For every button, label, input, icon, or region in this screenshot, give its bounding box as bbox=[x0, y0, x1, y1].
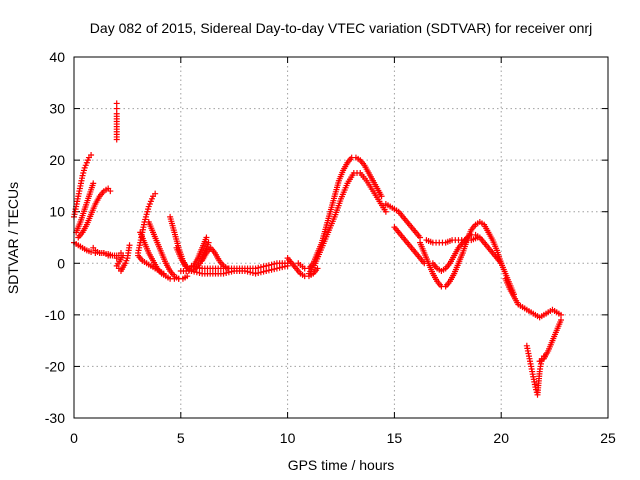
data-point bbox=[152, 190, 159, 197]
x-tick-label: 25 bbox=[600, 430, 616, 446]
data-point bbox=[113, 105, 120, 112]
grid-layer bbox=[74, 57, 608, 418]
data-point bbox=[271, 266, 278, 273]
data-point bbox=[113, 100, 120, 107]
x-tick-label: 0 bbox=[70, 430, 78, 446]
chart-title: Day 082 of 2015, Sidereal Day-to-day VTE… bbox=[90, 20, 592, 36]
x-tick-label: 15 bbox=[387, 430, 403, 446]
data-point bbox=[205, 239, 212, 246]
data-point bbox=[107, 188, 114, 195]
data-point bbox=[90, 180, 97, 187]
data-point bbox=[88, 151, 95, 158]
data-point bbox=[314, 265, 321, 272]
data-point bbox=[265, 262, 272, 269]
data-layer bbox=[71, 100, 565, 398]
data-point bbox=[260, 263, 267, 270]
data-point bbox=[88, 248, 95, 255]
data-point bbox=[113, 110, 120, 117]
data-point bbox=[417, 234, 424, 241]
data-point bbox=[193, 269, 200, 276]
data-point bbox=[220, 270, 227, 277]
y-tick-label: 20 bbox=[49, 152, 65, 168]
data-point bbox=[260, 268, 267, 275]
data-point bbox=[196, 264, 203, 271]
data-point bbox=[382, 208, 389, 215]
data-point bbox=[474, 234, 481, 241]
data-point bbox=[252, 265, 259, 272]
y-tick-label: 40 bbox=[49, 49, 65, 65]
data-point bbox=[265, 267, 272, 274]
data-point bbox=[268, 261, 275, 268]
data-point bbox=[263, 268, 270, 275]
data-point bbox=[224, 265, 231, 272]
data-point bbox=[378, 193, 385, 200]
y-tick-label: -10 bbox=[45, 307, 65, 323]
data-point bbox=[252, 270, 259, 277]
data-point bbox=[191, 263, 198, 270]
data-point bbox=[257, 264, 264, 271]
x-tick-label: 10 bbox=[280, 430, 296, 446]
data-point bbox=[203, 234, 210, 241]
x-tick-label: 20 bbox=[493, 430, 509, 446]
data-point bbox=[271, 260, 278, 267]
y-tick-label: 0 bbox=[57, 255, 65, 271]
data-point bbox=[188, 268, 195, 275]
data-point bbox=[558, 311, 565, 318]
x-tick-label: 5 bbox=[177, 430, 185, 446]
data-point bbox=[558, 317, 565, 324]
data-point bbox=[184, 273, 191, 280]
x-axis-label: GPS time / hours bbox=[288, 457, 395, 473]
y-tick-label: 10 bbox=[49, 204, 65, 220]
data-point bbox=[257, 269, 264, 276]
data-point bbox=[268, 266, 275, 273]
y-tick-label: -30 bbox=[45, 410, 65, 426]
data-point bbox=[126, 242, 133, 249]
y-axis-label: SDTVAR / TECUs bbox=[5, 182, 21, 294]
data-point bbox=[273, 265, 280, 272]
y-tick-label: 30 bbox=[49, 101, 65, 117]
plot-frame bbox=[73, 56, 609, 419]
data-point bbox=[255, 264, 262, 271]
data-point bbox=[255, 269, 262, 276]
data-point bbox=[196, 269, 203, 276]
data-point bbox=[498, 260, 505, 267]
data-point bbox=[191, 268, 198, 275]
data-point bbox=[263, 262, 270, 269]
data-point bbox=[188, 262, 195, 269]
y-tick-label: -20 bbox=[45, 358, 65, 374]
data-point bbox=[193, 264, 200, 271]
data-point bbox=[160, 270, 167, 277]
